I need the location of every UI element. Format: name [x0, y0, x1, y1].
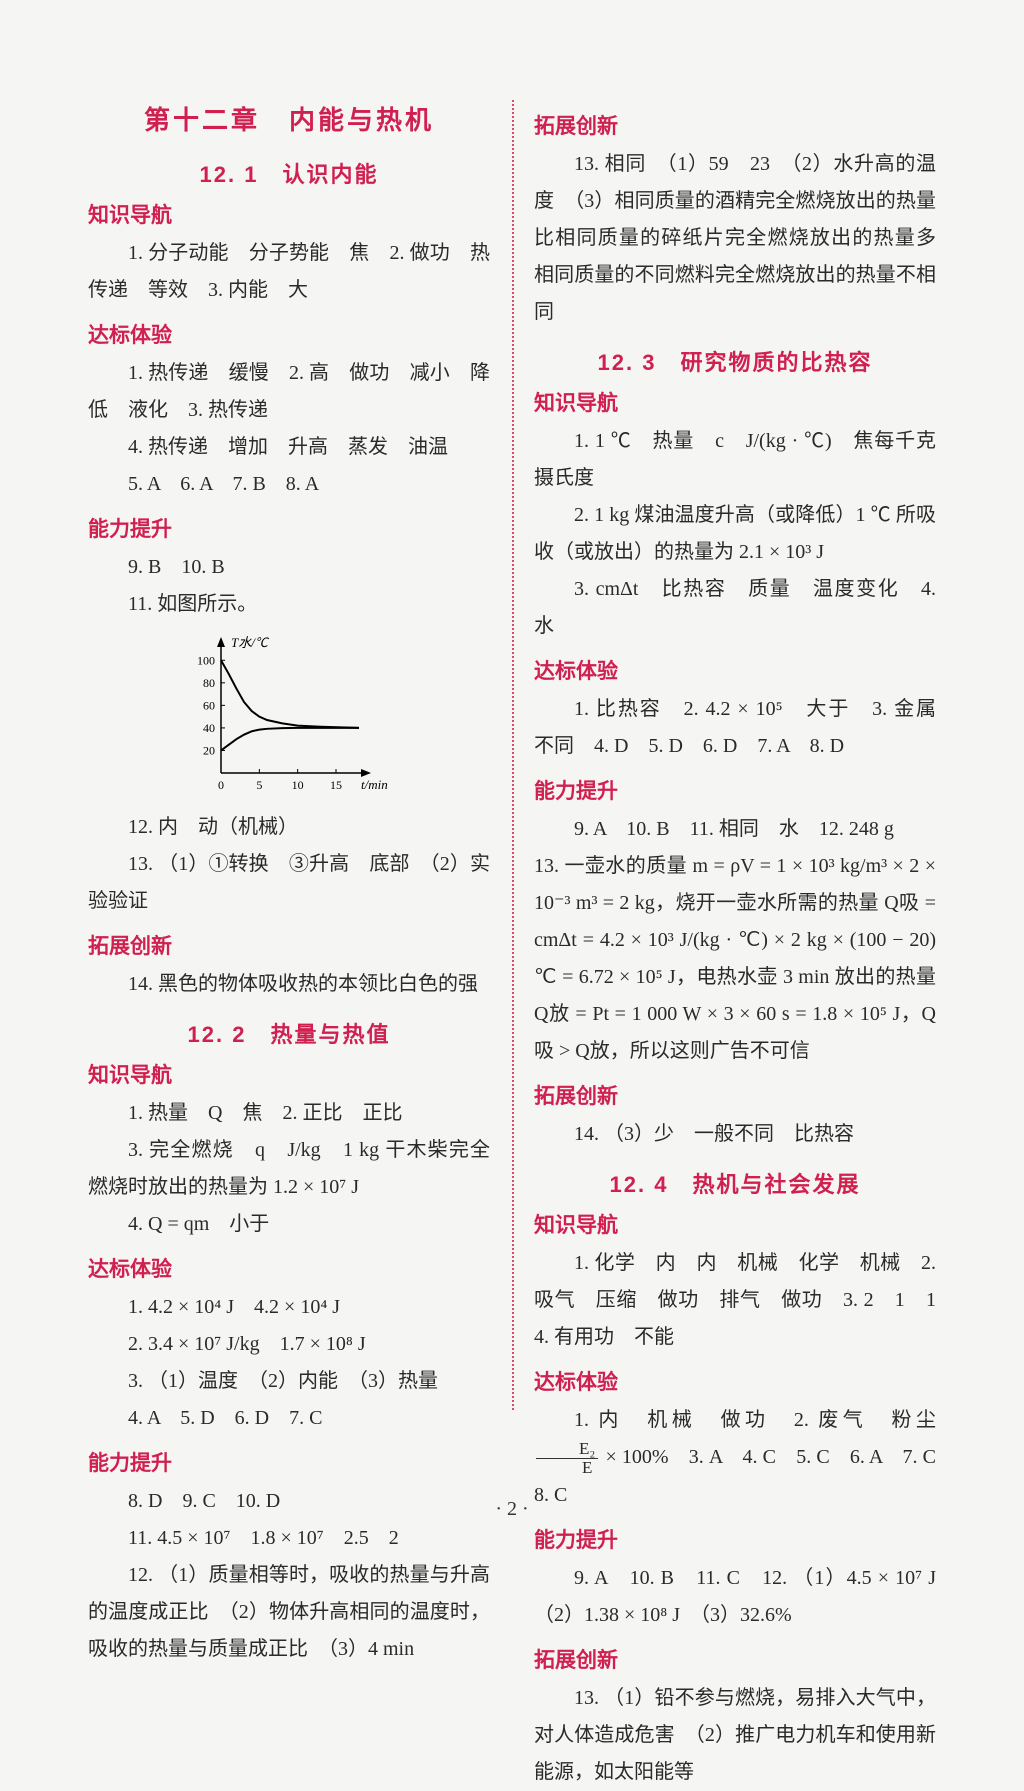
- page-number: · 2 ·: [0, 1498, 1024, 1521]
- section-12-1-title: 12. 1 认识内能: [88, 157, 490, 189]
- heading-tuozhan: 拓展创新: [534, 1644, 936, 1674]
- section-12-4-title: 12. 4 热机与社会发展: [534, 1167, 936, 1199]
- text: 3. 完全燃烧 q J/kg 1 kg 干木柴完全燃烧时放出的热量为 1.2 ×…: [88, 1132, 490, 1206]
- column-divider: [512, 100, 514, 1410]
- heading-zhishi: 知识导航: [534, 387, 936, 417]
- text: 4. A 5. D 6. D 7. C: [88, 1400, 490, 1437]
- chart-wrapper: 20 40 60 80 100 0 5 10 15 T水/℃ t/min: [88, 631, 490, 801]
- svg-text:40: 40: [203, 721, 215, 735]
- text: 14. （3）少 一般不同 比热容: [534, 1116, 936, 1153]
- section-12-3-title: 12. 3 研究物质的比热容: [534, 345, 936, 377]
- svg-text:20: 20: [203, 743, 215, 757]
- svg-text:5: 5: [256, 778, 262, 792]
- text: 13. 相同 （1）59 23 （2）水升高的温度 （3）相同质量的酒精完全燃烧…: [534, 146, 936, 331]
- heading-tuozhan: 拓展创新: [88, 930, 490, 960]
- text: 3. （1）温度 （2）内能 （3）热量: [88, 1363, 490, 1400]
- text: 2. 1 kg 煤油温度升高（或降低）1 ℃ 所吸收（或放出）的热量为 2.1 …: [534, 497, 936, 571]
- text: 3. cmΔt 比热容 质量 温度变化 4. 水: [534, 571, 936, 645]
- heading-nengli: 能力提升: [534, 1524, 936, 1554]
- heading-zhishi: 知识导航: [534, 1209, 936, 1239]
- text: 12. （1）质量相等时，吸收的热量与升高的温度成正比 （2）物体升高相同的温度…: [88, 1557, 490, 1668]
- heading-zhishi: 知识导航: [88, 199, 490, 229]
- text: 13. 一壶水的质量 m = ρV = 1 × 10³ kg/m³ × 2 × …: [534, 848, 936, 1070]
- svg-text:100: 100: [197, 653, 215, 667]
- heading-nengli: 能力提升: [88, 1447, 490, 1477]
- left-column: 第十二章 内能与热机 12. 1 认识内能 知识导航 1. 分子动能 分子势能 …: [70, 100, 512, 1430]
- heading-zhishi: 知识导航: [88, 1059, 490, 1089]
- svg-text:10: 10: [292, 778, 304, 792]
- chapter-title: 第十二章 内能与热机: [88, 100, 490, 137]
- text: 1. 内 机械 做功 2. 废气 粉尘 E₂E × 100% 3. A 4. C…: [534, 1402, 936, 1514]
- heading-dabiao: 达标体验: [534, 655, 936, 685]
- text: 11. 如图所示。: [88, 586, 490, 623]
- svg-text:0: 0: [218, 778, 224, 792]
- text: 2. 3.4 × 10⁷ J/kg 1.7 × 10⁸ J: [88, 1326, 490, 1363]
- text: 1. 1 ℃ 热量 c J/(kg · ℃) 焦每千克摄氏度: [534, 423, 936, 497]
- text: 11. 4.5 × 10⁷ 1.8 × 10⁷ 2.5 2: [88, 1520, 490, 1557]
- text: 1. 分子动能 分子势能 焦 2. 做功 热传递 等效 3. 内能 大: [88, 235, 490, 309]
- svg-text:80: 80: [203, 676, 215, 690]
- text: 9. A 10. B 11. C 12. （1）4.5 × 10⁷ J （2）1…: [534, 1560, 936, 1634]
- text: 9. B 10. B: [88, 549, 490, 586]
- svg-text:t/min: t/min: [361, 777, 388, 792]
- fraction: E₂E: [536, 1440, 598, 1477]
- fraction-den: E: [536, 1459, 598, 1477]
- text: 13. （1）铅不参与燃烧，易排入大气中，对人体造成危害 （2）推广电力机车和使…: [534, 1680, 936, 1791]
- text: 4. 热传递 增加 升高 蒸发 油温: [88, 429, 490, 466]
- svg-text:T水/℃: T水/℃: [231, 635, 270, 650]
- temperature-chart: 20 40 60 80 100 0 5 10 15 T水/℃ t/min: [179, 631, 399, 801]
- text: 12. 内 动（机械）: [88, 809, 490, 846]
- svg-text:15: 15: [330, 778, 342, 792]
- svg-text:60: 60: [203, 698, 215, 712]
- heading-tuozhan: 拓展创新: [534, 110, 936, 140]
- right-column: 拓展创新 13. 相同 （1）59 23 （2）水升高的温度 （3）相同质量的酒…: [512, 100, 954, 1430]
- text: 1. 热传递 缓慢 2. 高 做功 减小 降低 液化 3. 热传递: [88, 355, 490, 429]
- section-12-2-title: 12. 2 热量与热值: [88, 1017, 490, 1049]
- text: 1. 比热容 2. 4.2 × 10⁵ 大于 3. 金属 不同 4. D 5. …: [534, 691, 936, 765]
- heading-dabiao: 达标体验: [534, 1366, 936, 1396]
- page: 第十二章 内能与热机 12. 1 认识内能 知识导航 1. 分子动能 分子势能 …: [0, 0, 1024, 1480]
- text: 4. Q = qm 小于: [88, 1206, 490, 1243]
- text: 13. （1）①转换 ③升高 底部 （2）实验验证: [88, 846, 490, 920]
- text: 1. 化学 内 内 机械 化学 机械 2. 吸气 压缩 做功 排气 做功 3. …: [534, 1245, 936, 1356]
- text: 14. 黑色的物体吸收热的本领比白色的强: [88, 966, 490, 1003]
- heading-dabiao: 达标体验: [88, 1253, 490, 1283]
- text: 9. A 10. B 11. 相同 水 12. 248 g: [534, 811, 936, 848]
- heading-nengli: 能力提升: [88, 513, 490, 543]
- text: 1. 4.2 × 10⁴ J 4.2 × 10⁴ J: [88, 1289, 490, 1326]
- text: 1. 热量 Q 焦 2. 正比 正比: [88, 1095, 490, 1132]
- text-prefix: 1. 内 机械 做功 2. 废气 粉尘: [574, 1409, 956, 1431]
- fraction-num: E₂: [536, 1440, 598, 1459]
- text: 5. A 6. A 7. B 8. A: [88, 466, 490, 503]
- heading-dabiao: 达标体验: [88, 319, 490, 349]
- heading-tuozhan: 拓展创新: [534, 1080, 936, 1110]
- heading-nengli: 能力提升: [534, 775, 936, 805]
